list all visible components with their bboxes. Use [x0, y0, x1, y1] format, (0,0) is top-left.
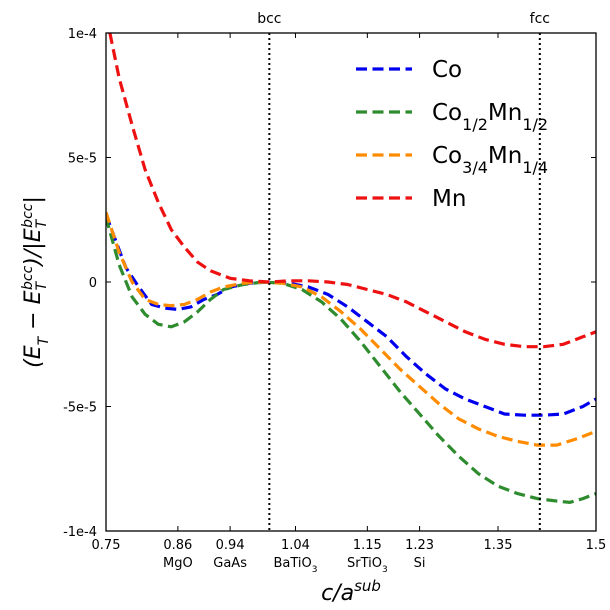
x-tick-label: 0.86: [163, 538, 192, 553]
legend-label-2: Co3/4Mn1/4: [432, 143, 548, 177]
y-axis-label: (ET − ETbcc)/|ETbcc|: [20, 196, 52, 368]
substrate-label: MgO: [163, 556, 193, 571]
legend-label-3: Mn: [432, 186, 466, 212]
legend-label-0: Co: [432, 57, 462, 83]
series-line-1: [106, 216, 596, 504]
x-axis-label: c/asub: [321, 577, 381, 606]
series-line-2: [106, 211, 596, 447]
y-tick-label: 5e-5: [68, 152, 97, 167]
reference-lines: bcc fcc: [257, 11, 550, 531]
y-tick-label: -5e-5: [63, 401, 97, 416]
axis-ticks: 0.75 0.86 0.94 1.04 1.15 1.23 1.35 1.5 1e-4 5e-5 0…: [63, 27, 606, 575]
legend-label-1: Co1/2Mn1/2: [432, 100, 548, 134]
y-tick-label: -1e-4: [63, 525, 97, 540]
x-tick-label: 1.04: [281, 538, 310, 553]
axis-labels: c/asub (ET − ETbcc)/|ETbcc|: [20, 196, 381, 606]
x-tick-label: 1.15: [353, 538, 382, 553]
legend: Co Co1/2Mn1/2 Co3/4Mn1/4 Mn: [356, 57, 548, 212]
x-tick-label: 1.5: [586, 538, 607, 553]
vline-label-fcc: fcc: [530, 11, 550, 27]
x-tick-label: 1.35: [484, 538, 513, 553]
vline-label-bcc: bcc: [257, 11, 281, 27]
y-tick-label: 1e-4: [68, 27, 97, 42]
series-line-0: [106, 214, 596, 417]
substrate-label: SrTiO3: [347, 556, 388, 575]
series-line-3: [108, 33, 596, 349]
substrate-label: Si: [414, 556, 426, 571]
y-tick-label: 0: [89, 276, 97, 291]
x-tick-label: 1.23: [405, 538, 434, 553]
substrate-label: BaTiO3: [273, 556, 317, 575]
x-tick-label: 0.94: [216, 538, 245, 553]
substrate-label: GaAs: [213, 556, 247, 571]
plot-frame: [105, 32, 597, 532]
series-layer: [106, 33, 596, 504]
x-tick-label: 0.75: [92, 538, 121, 553]
